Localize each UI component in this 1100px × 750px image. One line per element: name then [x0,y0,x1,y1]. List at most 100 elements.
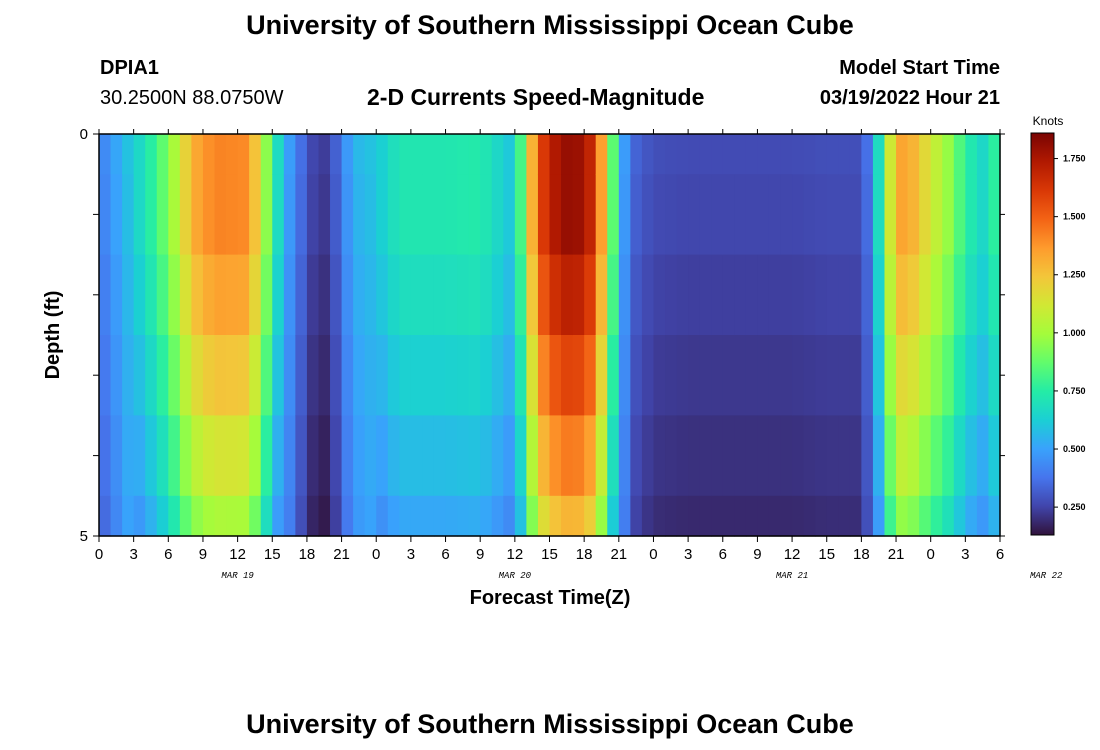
heatmap-cell [156,495,169,537]
heatmap-cell [618,495,631,537]
heatmap-cell [468,254,481,336]
heatmap-cell [179,254,193,336]
heatmap-cell [341,415,354,497]
heatmap-cell [537,335,551,416]
heatmap-cell [757,415,770,497]
heatmap-cell [722,134,735,175]
heatmap-cell [237,254,250,336]
heatmap-cell [711,134,724,175]
heatmap-cell [399,174,412,256]
heatmap-cell [202,174,216,256]
heatmap-cell [422,415,435,497]
heatmap-cell [457,335,470,416]
heatmap-cell [399,134,412,175]
heatmap-cell [202,495,216,537]
heatmap-cell [688,174,701,256]
y-tick-label: 5 [80,528,88,545]
heatmap-cell [745,134,759,175]
heatmap-cell [537,134,551,175]
heatmap-cell [514,174,527,256]
heatmap-cell [561,174,574,256]
heatmap-cell [942,415,955,497]
heatmap-cell [792,415,805,497]
date-label: MAR 21 [776,571,808,581]
heatmap-cell [780,495,793,537]
x-tick-label: 18 [299,546,316,563]
heatmap-cell [433,254,447,336]
heatmap-cell [792,335,805,416]
heatmap-cell [872,134,886,175]
x-tick-label: 3 [684,546,692,563]
heatmap-cell [838,495,851,537]
heatmap-cell [283,495,296,537]
heatmap-cell [618,415,631,497]
heatmap-cell [156,415,169,497]
heatmap-cell [849,174,862,256]
heatmap-cell [792,174,805,256]
heatmap-cell [930,174,943,256]
heatmap-cell [179,335,193,416]
heatmap-cell [145,134,158,175]
heatmap-cell [353,415,366,497]
heatmap-cell [826,174,839,256]
heatmap-cell [457,415,470,497]
heatmap-cell [884,254,897,336]
date-label: MAR 22 [1030,571,1063,581]
heatmap-cell [272,335,285,416]
heatmap-cell [780,335,793,416]
heatmap-cell [410,134,424,175]
heatmap-cell [422,134,435,175]
heatmap-cell [699,495,712,537]
heatmap-cell [930,415,943,497]
heatmap-cell [318,335,331,416]
heatmap-cell [422,495,435,537]
heatmap-cell [665,335,678,416]
heatmap-cell [572,415,585,497]
heatmap-cell [861,335,874,416]
heatmap-cell [976,254,990,336]
heatmap-cell [942,335,955,416]
heatmap-cell [757,254,770,336]
heatmap-cell [942,254,955,336]
heatmap-cell [237,335,250,416]
heatmap-cell [168,495,181,537]
heatmap-cell [145,415,158,497]
heatmap-cell [191,174,204,256]
heatmap-cell [283,134,296,175]
heatmap-cell [641,134,655,175]
heatmap-cell [133,335,146,416]
heatmap-cell [226,335,239,416]
heatmap-cell [630,174,643,256]
heatmap-cell [618,134,631,175]
heatmap-cell [676,174,689,256]
heatmap-cell [653,415,666,497]
heatmap-cell [734,335,747,416]
heatmap-cell [803,415,816,497]
heatmap-cell [549,415,562,497]
x-tick-label: 18 [576,546,593,563]
heatmap-cell [480,415,493,497]
heatmap-cell [618,174,631,256]
heatmap-cell [214,415,227,497]
heatmap-cell [734,254,747,336]
heatmap-cell [422,335,435,416]
heatmap-cell [561,254,574,336]
heatmap-cell [884,335,897,416]
heatmap-cell [561,495,574,537]
heatmap-cell [399,335,412,416]
colorbar-unit-label: Knots [1033,114,1064,128]
heatmap-cell [260,254,273,336]
heatmap-cell [237,134,250,175]
heatmap-cell [133,254,146,336]
heatmap-cell [341,254,354,336]
heatmap-cell [919,415,932,497]
x-tick-label: 21 [333,546,350,563]
heatmap-cell [468,415,481,497]
heatmap-cell [572,174,585,256]
heatmap-cell [907,174,920,256]
heatmap-cell [745,495,759,537]
heatmap-cell [734,134,747,175]
heatmap-cell [133,174,146,256]
heatmap-cell [249,134,262,175]
